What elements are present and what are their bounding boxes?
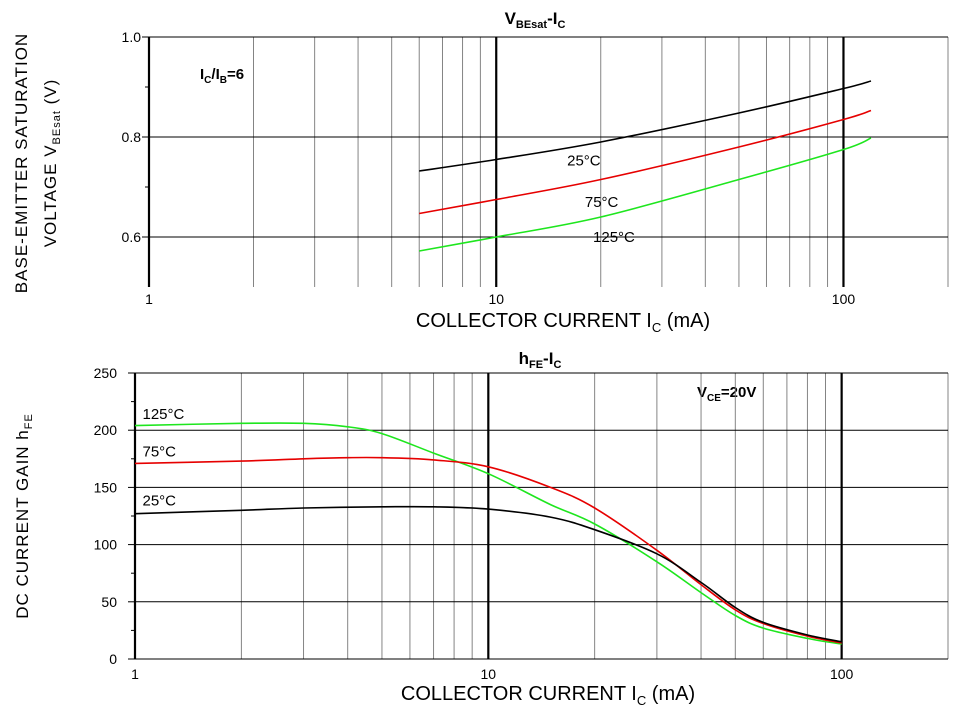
chart2-series-label-125c: 125°C <box>142 406 184 423</box>
chart2-ytick-label: 250 <box>94 365 118 381</box>
chart2-ytick-label: 0 <box>109 651 117 667</box>
chart2-ytick-label: 200 <box>94 422 118 438</box>
chart2-ytick-label: 150 <box>94 479 118 495</box>
chart1-ylabel-line2: VOLTAGE VBEsat (V) <box>41 79 63 248</box>
chart1-xtick-label: 100 <box>832 291 856 307</box>
chart1-xlabel: COLLECTOR CURRENT IC (mA) <box>416 310 710 335</box>
chart1-ytick-label: 0.6 <box>122 229 142 245</box>
chart1-title: VBEsat-IC <box>505 9 566 31</box>
chart1-series-label-25c: 25°C <box>567 153 601 170</box>
chart2-xtick-label: 10 <box>481 666 497 682</box>
chart1-ytick-label: 1.0 <box>122 29 142 45</box>
chart1-ylabel-line1: BASE-EMITTER SATURATION <box>12 33 31 293</box>
chart2-plot-area: 0 50 100 150 200 250 1 10 100 125°C 75°C 25°C <box>94 365 949 682</box>
chart1-series-line-125c <box>419 137 872 252</box>
chart2-series-line-25c <box>134 505 842 643</box>
chart2-series-label-75c: 75°C <box>142 444 176 461</box>
chart1-ytick-label: 0.8 <box>122 129 142 145</box>
chart2-series-label-25c: 25°C <box>142 493 176 510</box>
chart2-ytick-label: 100 <box>94 537 118 553</box>
chart2-ytick-label: 50 <box>101 594 117 610</box>
chart1-series-line-25c <box>419 80 872 172</box>
chart1-series-label-125c: 125°C <box>593 229 635 246</box>
chart2-title: hFE-IC <box>519 349 562 371</box>
chart1-xtick-label: 1 <box>145 291 153 307</box>
chart2-xtick-label: 100 <box>830 666 854 682</box>
chart1-annotation: IC/IB=6 <box>200 66 244 86</box>
chart2-series-line-75c <box>134 456 842 644</box>
chart1-plot-area: 0.6 0.8 1.0 1 10 100 25°C 75°C 125°C <box>122 29 949 307</box>
chart2-series-line-125c <box>134 422 842 645</box>
chart1-series-line-75c <box>419 109 872 215</box>
chart2-xlabel: COLLECTOR CURRENT IC (mA) <box>401 683 695 708</box>
chart1-xtick-label: 10 <box>488 291 504 307</box>
chart1-series-label-75c: 75°C <box>585 194 619 211</box>
chart2-xtick-label: 1 <box>131 666 139 682</box>
chart2-annotation: VCE=20V <box>697 384 756 404</box>
chart2-ylabel: DC CURRENT GAIN hFE <box>13 413 35 619</box>
